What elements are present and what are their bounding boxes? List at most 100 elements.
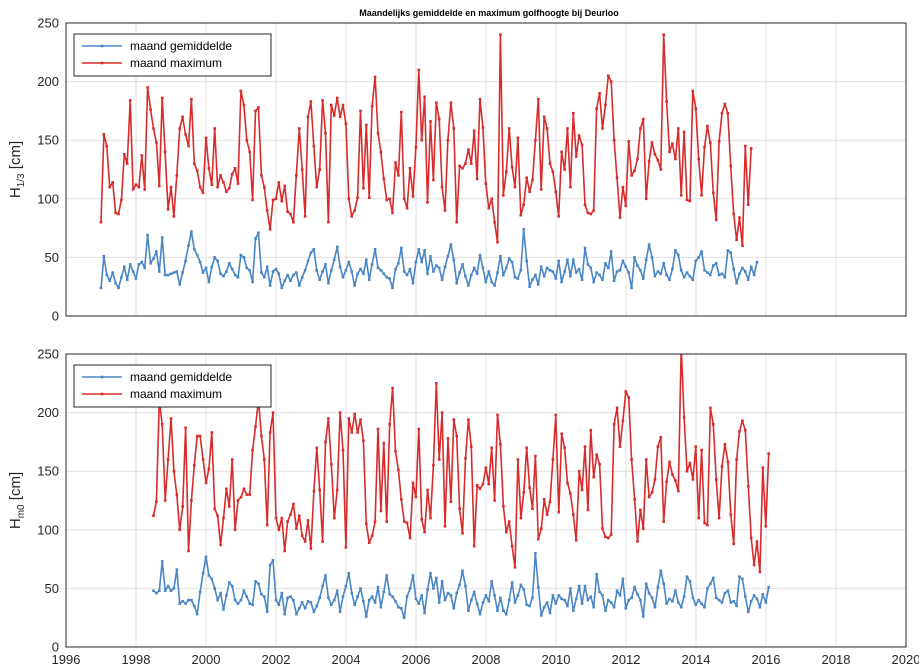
data-point bbox=[190, 598, 193, 602]
data-point bbox=[230, 584, 234, 588]
data-point bbox=[131, 270, 135, 273]
data-point bbox=[155, 141, 158, 144]
data-point bbox=[665, 602, 668, 605]
data-point bbox=[324, 440, 327, 444]
data-point bbox=[510, 581, 514, 584]
data-point bbox=[190, 230, 193, 233]
data-point bbox=[128, 263, 132, 266]
data-point bbox=[158, 589, 161, 592]
data-point bbox=[137, 185, 141, 189]
data-point bbox=[633, 585, 636, 589]
x-tick-label: 2006 bbox=[402, 652, 431, 667]
data-point bbox=[764, 525, 768, 528]
data-point bbox=[440, 580, 444, 583]
data-point bbox=[432, 464, 435, 467]
data-point bbox=[566, 481, 569, 485]
data-point bbox=[362, 272, 365, 276]
data-point bbox=[580, 278, 584, 281]
data-point bbox=[117, 212, 120, 216]
data-point bbox=[688, 199, 692, 203]
data-point bbox=[248, 150, 251, 154]
data-point bbox=[263, 276, 266, 279]
data-point bbox=[435, 382, 438, 385]
data-point bbox=[510, 165, 514, 169]
data-point bbox=[539, 188, 543, 191]
data-point bbox=[694, 445, 698, 448]
data-point bbox=[604, 609, 607, 612]
data-point bbox=[362, 187, 365, 190]
data-point bbox=[513, 276, 517, 279]
data-point bbox=[747, 485, 750, 488]
data-point bbox=[557, 215, 560, 218]
data-point bbox=[507, 257, 511, 260]
data-point bbox=[318, 488, 321, 492]
data-point bbox=[344, 122, 348, 126]
data-point bbox=[627, 271, 630, 274]
data-point bbox=[426, 272, 429, 276]
data-point bbox=[405, 206, 409, 210]
data-point bbox=[347, 571, 351, 575]
data-point bbox=[557, 259, 560, 263]
y-tick-label: 250 bbox=[37, 16, 59, 31]
data-point bbox=[298, 127, 301, 130]
data-point bbox=[443, 598, 447, 602]
data-point bbox=[193, 162, 196, 165]
data-point bbox=[577, 469, 581, 473]
data-point bbox=[236, 499, 240, 502]
data-point bbox=[429, 571, 432, 575]
data-point bbox=[755, 597, 759, 601]
data-point bbox=[338, 411, 342, 414]
data-point bbox=[519, 516, 523, 520]
data-point bbox=[569, 587, 572, 590]
data-point bbox=[382, 590, 386, 594]
data-point bbox=[507, 598, 511, 602]
data-point bbox=[455, 434, 458, 438]
data-point bbox=[747, 610, 750, 614]
data-point bbox=[767, 452, 770, 455]
data-point bbox=[513, 566, 517, 569]
data-point bbox=[271, 411, 275, 414]
y-label-unit: [cm] bbox=[7, 141, 24, 174]
data-point bbox=[280, 199, 284, 203]
data-point bbox=[344, 269, 348, 272]
data-point bbox=[633, 256, 636, 259]
data-point bbox=[120, 198, 123, 202]
data-point bbox=[493, 594, 496, 597]
data-point bbox=[172, 271, 176, 274]
data-point bbox=[682, 416, 686, 419]
data-point bbox=[741, 577, 744, 581]
series-line bbox=[100, 228, 758, 289]
data-point bbox=[481, 601, 485, 604]
data-point bbox=[531, 178, 534, 182]
data-point bbox=[636, 593, 639, 596]
data-point bbox=[187, 549, 190, 553]
data-point bbox=[321, 584, 324, 588]
data-point bbox=[697, 256, 700, 259]
data-point bbox=[542, 498, 546, 501]
chart-title: Maandelijks gemiddelde en maximum golfho… bbox=[359, 8, 619, 18]
data-point bbox=[312, 144, 316, 148]
data-point bbox=[583, 246, 587, 250]
data-point bbox=[700, 448, 703, 452]
data-point bbox=[190, 97, 193, 101]
data-point bbox=[443, 265, 447, 269]
data-point bbox=[233, 598, 237, 602]
data-point bbox=[709, 273, 712, 277]
data-point bbox=[507, 520, 511, 523]
data-point bbox=[717, 598, 721, 602]
data-point bbox=[143, 188, 146, 191]
data-point bbox=[306, 600, 310, 603]
data-point bbox=[481, 126, 485, 129]
data-point bbox=[572, 513, 575, 516]
data-point bbox=[330, 462, 333, 466]
data-point bbox=[726, 589, 730, 592]
data-point bbox=[160, 423, 164, 426]
data-point bbox=[414, 145, 418, 149]
data-point bbox=[505, 266, 508, 270]
data-point bbox=[735, 604, 738, 608]
data-point bbox=[236, 182, 240, 185]
data-point bbox=[99, 286, 103, 290]
data-point bbox=[292, 220, 295, 224]
data-point bbox=[609, 80, 613, 83]
data-point bbox=[639, 127, 642, 130]
